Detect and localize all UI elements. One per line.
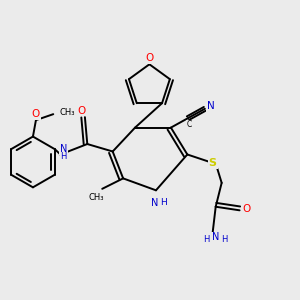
Text: S: S [209,158,217,168]
Text: CH₃: CH₃ [60,108,75,117]
Text: O: O [32,109,40,119]
Text: N: N [212,232,219,242]
Text: C: C [186,120,191,129]
Text: H: H [60,152,67,161]
Text: N: N [207,101,215,111]
Text: H: H [203,236,210,244]
Text: N: N [60,144,67,154]
Text: O: O [242,204,250,214]
Text: N: N [151,198,158,208]
Text: CH₃: CH₃ [88,193,104,202]
Text: H: H [160,198,166,207]
Text: H: H [221,236,227,244]
Text: O: O [146,53,154,63]
Text: O: O [78,106,86,116]
